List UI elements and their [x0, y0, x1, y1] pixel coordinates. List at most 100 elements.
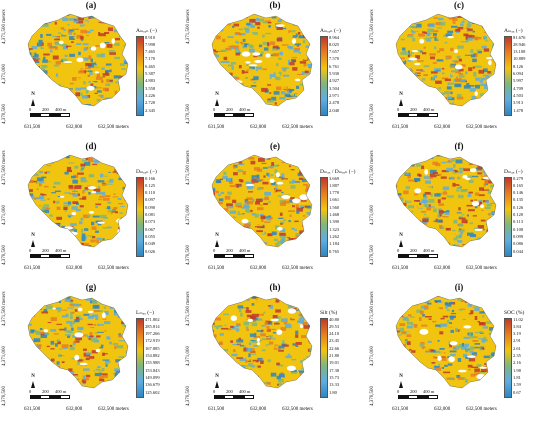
- panel-label: (i): [454, 282, 464, 292]
- legend-tick-label: 7.998: [145, 41, 156, 47]
- legend-tick-label: 0.090: [145, 204, 156, 210]
- map-image: [27, 154, 129, 248]
- north-label: N: [215, 92, 219, 97]
- legend-tick-label: 1.478: [513, 107, 524, 113]
- scale-label-200: 200: [42, 107, 49, 112]
- scale-label-200: 200: [226, 248, 233, 253]
- legend-tick-label: 0.126: [513, 204, 524, 210]
- legend-tick-label: 2.345: [145, 107, 156, 113]
- legend-tick-label: 19.01: [329, 360, 340, 366]
- x-axis-tick-2: 632,000: [66, 125, 83, 130]
- scale-label-400: 400 m: [239, 389, 251, 394]
- legend-tick-label: 0.279: [513, 175, 524, 181]
- y-axis-label-mid: 4,371,000: [370, 205, 375, 225]
- y-axis-label-top: 4,371,500 meters: [2, 291, 7, 326]
- legend-tick-label: 1.887: [329, 182, 340, 188]
- x-axis-tick-2: 632,000: [250, 407, 267, 412]
- scale-label-0: 0: [213, 107, 216, 112]
- y-axis-label-bot: 4,370,500: [186, 386, 191, 406]
- map-panel-9: (i) 4,371,500 meters 4,371,000 4,370,500…: [368, 282, 550, 420]
- scale-label-0: 0: [397, 248, 400, 253]
- legend-tick-label: 13.108: [513, 49, 526, 55]
- x-axis-tick-1: 631,500: [24, 125, 41, 130]
- color-legend: SOC (%) 11.02 3.84 3.19 2.91 2.61 2.35 2.16 1.9…: [504, 310, 550, 398]
- legend-tick-label: 1.390: [329, 219, 340, 225]
- legend-tick-label: 8.025: [329, 41, 340, 47]
- legend-tick-label: 1.262: [329, 233, 340, 239]
- map-panel-3: (c) 4,371,500 meters 4,371,000 4,370,500…: [368, 0, 550, 138]
- map-image: [395, 13, 497, 107]
- y-axis-label-top: 4,371,500 meters: [370, 150, 375, 185]
- legend-tick-label: 0.166: [145, 175, 156, 181]
- legend-tick-label: 13.33: [329, 382, 340, 388]
- legend-tick-label: 1.661: [329, 197, 340, 203]
- x-axis-tick-1: 631,500: [208, 407, 225, 412]
- panel-label: (b): [269, 0, 281, 10]
- north-label: N: [399, 374, 403, 379]
- panel-label: (h): [269, 282, 281, 292]
- y-axis-label-top: 4,371,500 meters: [2, 9, 7, 44]
- north-label: N: [215, 374, 219, 379]
- scale-label-0: 0: [29, 389, 32, 394]
- y-axis-label-bot: 4,370,500: [186, 245, 191, 265]
- x-axis-tick-3: 632,500 meters: [98, 266, 129, 271]
- color-legend: Aₘₐₓ (−) 81.676 28.946 13.108 10.889 8.126 6.…: [504, 28, 550, 116]
- x-axis-tick-2: 632,000: [250, 266, 267, 271]
- legend-tick-label: 136.679: [145, 382, 160, 388]
- legend-tick-label: 0.026: [145, 248, 156, 254]
- legend-tick-label: 3.226: [145, 92, 156, 98]
- scale-bar: [398, 395, 438, 399]
- scale-bar: [30, 254, 70, 258]
- y-axis-label-mid: 4,371,000: [2, 205, 7, 225]
- legend-tick-label: 0.099: [513, 233, 524, 239]
- panel-label: (d): [85, 141, 97, 151]
- legend-tick-label: 5.930: [329, 71, 340, 76]
- scale-label-0: 0: [397, 107, 400, 112]
- legend-tick-label: 0.073: [145, 219, 156, 225]
- x-axis-tick-1: 631,500: [208, 125, 225, 130]
- map-image: [27, 295, 129, 389]
- legend-color-bar: [320, 177, 328, 257]
- legend-tick-label: 23.45: [329, 338, 340, 344]
- legend-tick-label: 2.91: [513, 338, 521, 344]
- scale-label-400: 400 m: [423, 389, 435, 394]
- scale-label-0: 0: [29, 248, 32, 253]
- legend-tick-label: 28.946: [513, 41, 526, 47]
- legend-tick-label: 40.80: [329, 316, 340, 322]
- map-image: [211, 13, 313, 107]
- legend-tick-label: 2.971: [329, 92, 340, 98]
- north-label: N: [31, 233, 35, 238]
- legend-tick-label: 3.913: [513, 100, 524, 106]
- x-axis-tick-3: 632,500 meters: [282, 266, 313, 271]
- legend-title: Silt (%): [320, 310, 338, 316]
- scale-label-0: 0: [397, 389, 400, 394]
- scale-bar: [398, 113, 438, 117]
- north-arrow-icon: [30, 99, 35, 106]
- legend-tick-label: 1.323: [329, 226, 340, 232]
- map-panel-1: (a) 4,371,500 meters 4,371,000 4,370,500…: [0, 0, 182, 138]
- legend-title: Aₘₑₐₙ (−): [136, 28, 157, 34]
- north-label: N: [215, 233, 219, 238]
- x-axis-tick-3: 632,500 meters: [466, 407, 497, 412]
- scale-label-200: 200: [410, 107, 417, 112]
- x-axis-tick-2: 632,000: [434, 407, 451, 412]
- y-axis-label-mid: 4,371,000: [370, 346, 375, 366]
- panel-label: (g): [85, 282, 97, 292]
- map-image: [395, 295, 497, 389]
- legend-tick-label: 8.910: [145, 34, 156, 40]
- legend-tick-label: 4.709: [513, 85, 524, 91]
- y-axis-label-bot: 4,370,500: [2, 386, 7, 406]
- x-axis-tick-3: 632,500 meters: [98, 407, 129, 412]
- legend-tick-label: 155.988: [145, 360, 160, 366]
- legend-tick-label: 0.165: [513, 182, 524, 188]
- legend-tick-label: 2.16: [513, 360, 521, 366]
- scale-label-200: 200: [410, 248, 417, 253]
- scale-bar: [214, 254, 254, 258]
- legend-tick-label: 1.770: [329, 190, 340, 196]
- y-axis-label-mid: 4,371,000: [186, 205, 191, 225]
- legend-tick-label: 6.761: [329, 63, 340, 69]
- map-panel-7: (g) 4,371,500 meters 4,371,000 4,370,500…: [0, 282, 182, 420]
- legend-tick-label: 1.81: [513, 374, 521, 380]
- scale-bar: [398, 254, 438, 258]
